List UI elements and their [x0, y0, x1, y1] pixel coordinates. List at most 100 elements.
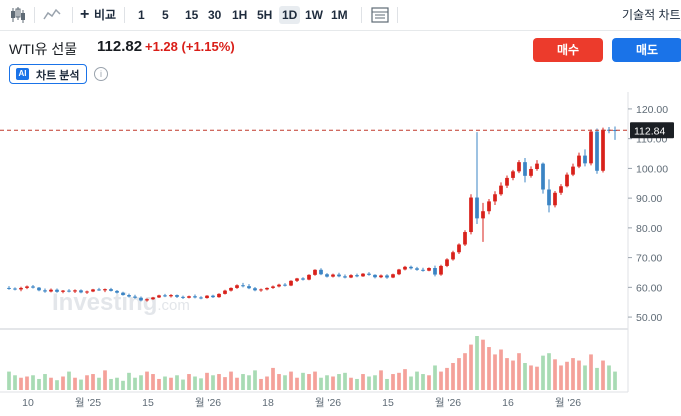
- x-tick-label: 16: [502, 397, 514, 409]
- candle-body: [493, 194, 497, 202]
- buy-button[interactable]: 매수: [533, 38, 603, 62]
- candle-body: [367, 273, 371, 275]
- volume-bar: [541, 355, 545, 390]
- volume-bar: [451, 363, 455, 390]
- candle-body: [337, 274, 341, 277]
- volume-bar: [229, 371, 233, 390]
- volume-bar: [397, 372, 401, 390]
- volume-bar: [253, 370, 257, 390]
- x-tick-label: 월 '25: [75, 397, 101, 409]
- candle-body: [295, 278, 299, 281]
- volume-bar: [601, 360, 605, 390]
- interval-5h[interactable]: 5H: [257, 8, 273, 22]
- mountain-chart-icon[interactable]: [42, 5, 62, 25]
- instrument-header: WTI유 선물 112.82 +1.28 (+1.15%) 매수 매도 AI 차…: [0, 30, 681, 100]
- volume-bar: [307, 374, 311, 390]
- candle-body: [37, 287, 41, 291]
- candle-body: [271, 286, 275, 288]
- candle-body: [79, 290, 83, 293]
- candlestick-type-icon[interactable]: [8, 5, 28, 25]
- volume-bar: [25, 376, 29, 390]
- volume-bar: [235, 377, 239, 390]
- candle-body: [583, 155, 587, 164]
- interval-30[interactable]: 30: [208, 8, 222, 22]
- chart-grid: [0, 92, 629, 393]
- volume-bar: [517, 353, 521, 390]
- candle-body: [325, 274, 329, 277]
- candle-body: [541, 163, 545, 190]
- candle-body: [103, 289, 107, 291]
- ai-chart-analysis-button[interactable]: AI 차트 분석: [9, 64, 87, 84]
- volume-bar: [565, 361, 569, 390]
- volume-bar: [55, 380, 59, 390]
- interval-1[interactable]: 1: [138, 8, 145, 22]
- volume-bar: [247, 375, 251, 390]
- volume-bar: [127, 372, 131, 390]
- info-icon[interactable]: i: [94, 67, 108, 81]
- candle-body: [391, 274, 395, 278]
- volume-bar: [499, 349, 503, 390]
- x-tick-label: 15: [382, 397, 394, 409]
- volume-bar: [13, 375, 17, 390]
- compare-button[interactable]: 비교: [94, 8, 117, 22]
- candle-body: [241, 285, 245, 287]
- candle-body: [559, 186, 563, 193]
- x-tick-label: 18: [262, 397, 274, 409]
- candle-body: [379, 275, 383, 278]
- sell-button[interactable]: 매도: [612, 38, 681, 62]
- interval-1m[interactable]: 1M: [331, 8, 348, 22]
- candle-body: [199, 297, 203, 299]
- candle-body: [181, 296, 185, 298]
- volume-bar: [475, 336, 479, 390]
- last-price: 112.82: [97, 38, 143, 55]
- candle-body: [319, 269, 323, 275]
- candle-body: [595, 131, 599, 171]
- volume-bar: [553, 359, 557, 390]
- candle-body: [457, 244, 461, 253]
- volume-bar: [7, 371, 11, 390]
- volume-bar: [241, 374, 245, 390]
- volume-bar: [145, 371, 149, 390]
- candle-body: [247, 286, 251, 289]
- volume-bar: [265, 376, 269, 390]
- compare-plus-icon[interactable]: +: [80, 6, 90, 23]
- y-tick-label: 100.00: [636, 163, 668, 175]
- candle-body: [187, 296, 191, 298]
- ai-chart-analysis-label: 차트 분석: [36, 70, 80, 82]
- candle-body: [91, 289, 95, 292]
- candle-body: [289, 280, 293, 286]
- interval-1h[interactable]: 1H: [232, 8, 248, 22]
- candle-body: [253, 288, 257, 291]
- interval-15[interactable]: 15: [185, 8, 199, 22]
- volume-bar: [511, 360, 515, 390]
- volume-bar: [469, 344, 473, 390]
- volume-bar: [139, 375, 143, 390]
- candle-body: [133, 296, 137, 298]
- candle-body: [343, 276, 347, 278]
- chart-toolbar: + 비교 1 5 15 30 1H 5H 1D 1W 1M 기술적 차트 :: [0, 0, 681, 52]
- candle-body: [217, 293, 221, 298]
- candle-body: [277, 284, 281, 287]
- current-price-label: 112.84: [634, 125, 665, 137]
- volume-bar: [421, 374, 425, 390]
- volume-bar: [379, 370, 383, 390]
- interval-5[interactable]: 5: [162, 8, 169, 22]
- volume-bar: [187, 374, 191, 390]
- candle-body: [193, 296, 197, 298]
- toolbar-separator: [34, 7, 35, 23]
- interval-1d[interactable]: 1D: [279, 6, 301, 24]
- volume-bar: [199, 378, 203, 390]
- candle-body: [517, 162, 521, 172]
- data-table-icon[interactable]: [370, 5, 390, 25]
- interval-1w[interactable]: 1W: [305, 8, 323, 22]
- current-price-marker: 112.84: [0, 122, 674, 139]
- volume-bar: [583, 365, 587, 390]
- volume-bar: [283, 375, 287, 390]
- candle-body: [7, 287, 11, 289]
- volume-bar: [487, 347, 491, 390]
- candle-body: [67, 290, 71, 292]
- volume-bar: [103, 370, 107, 390]
- candle-body: [565, 174, 569, 187]
- volume-bar: [433, 365, 437, 390]
